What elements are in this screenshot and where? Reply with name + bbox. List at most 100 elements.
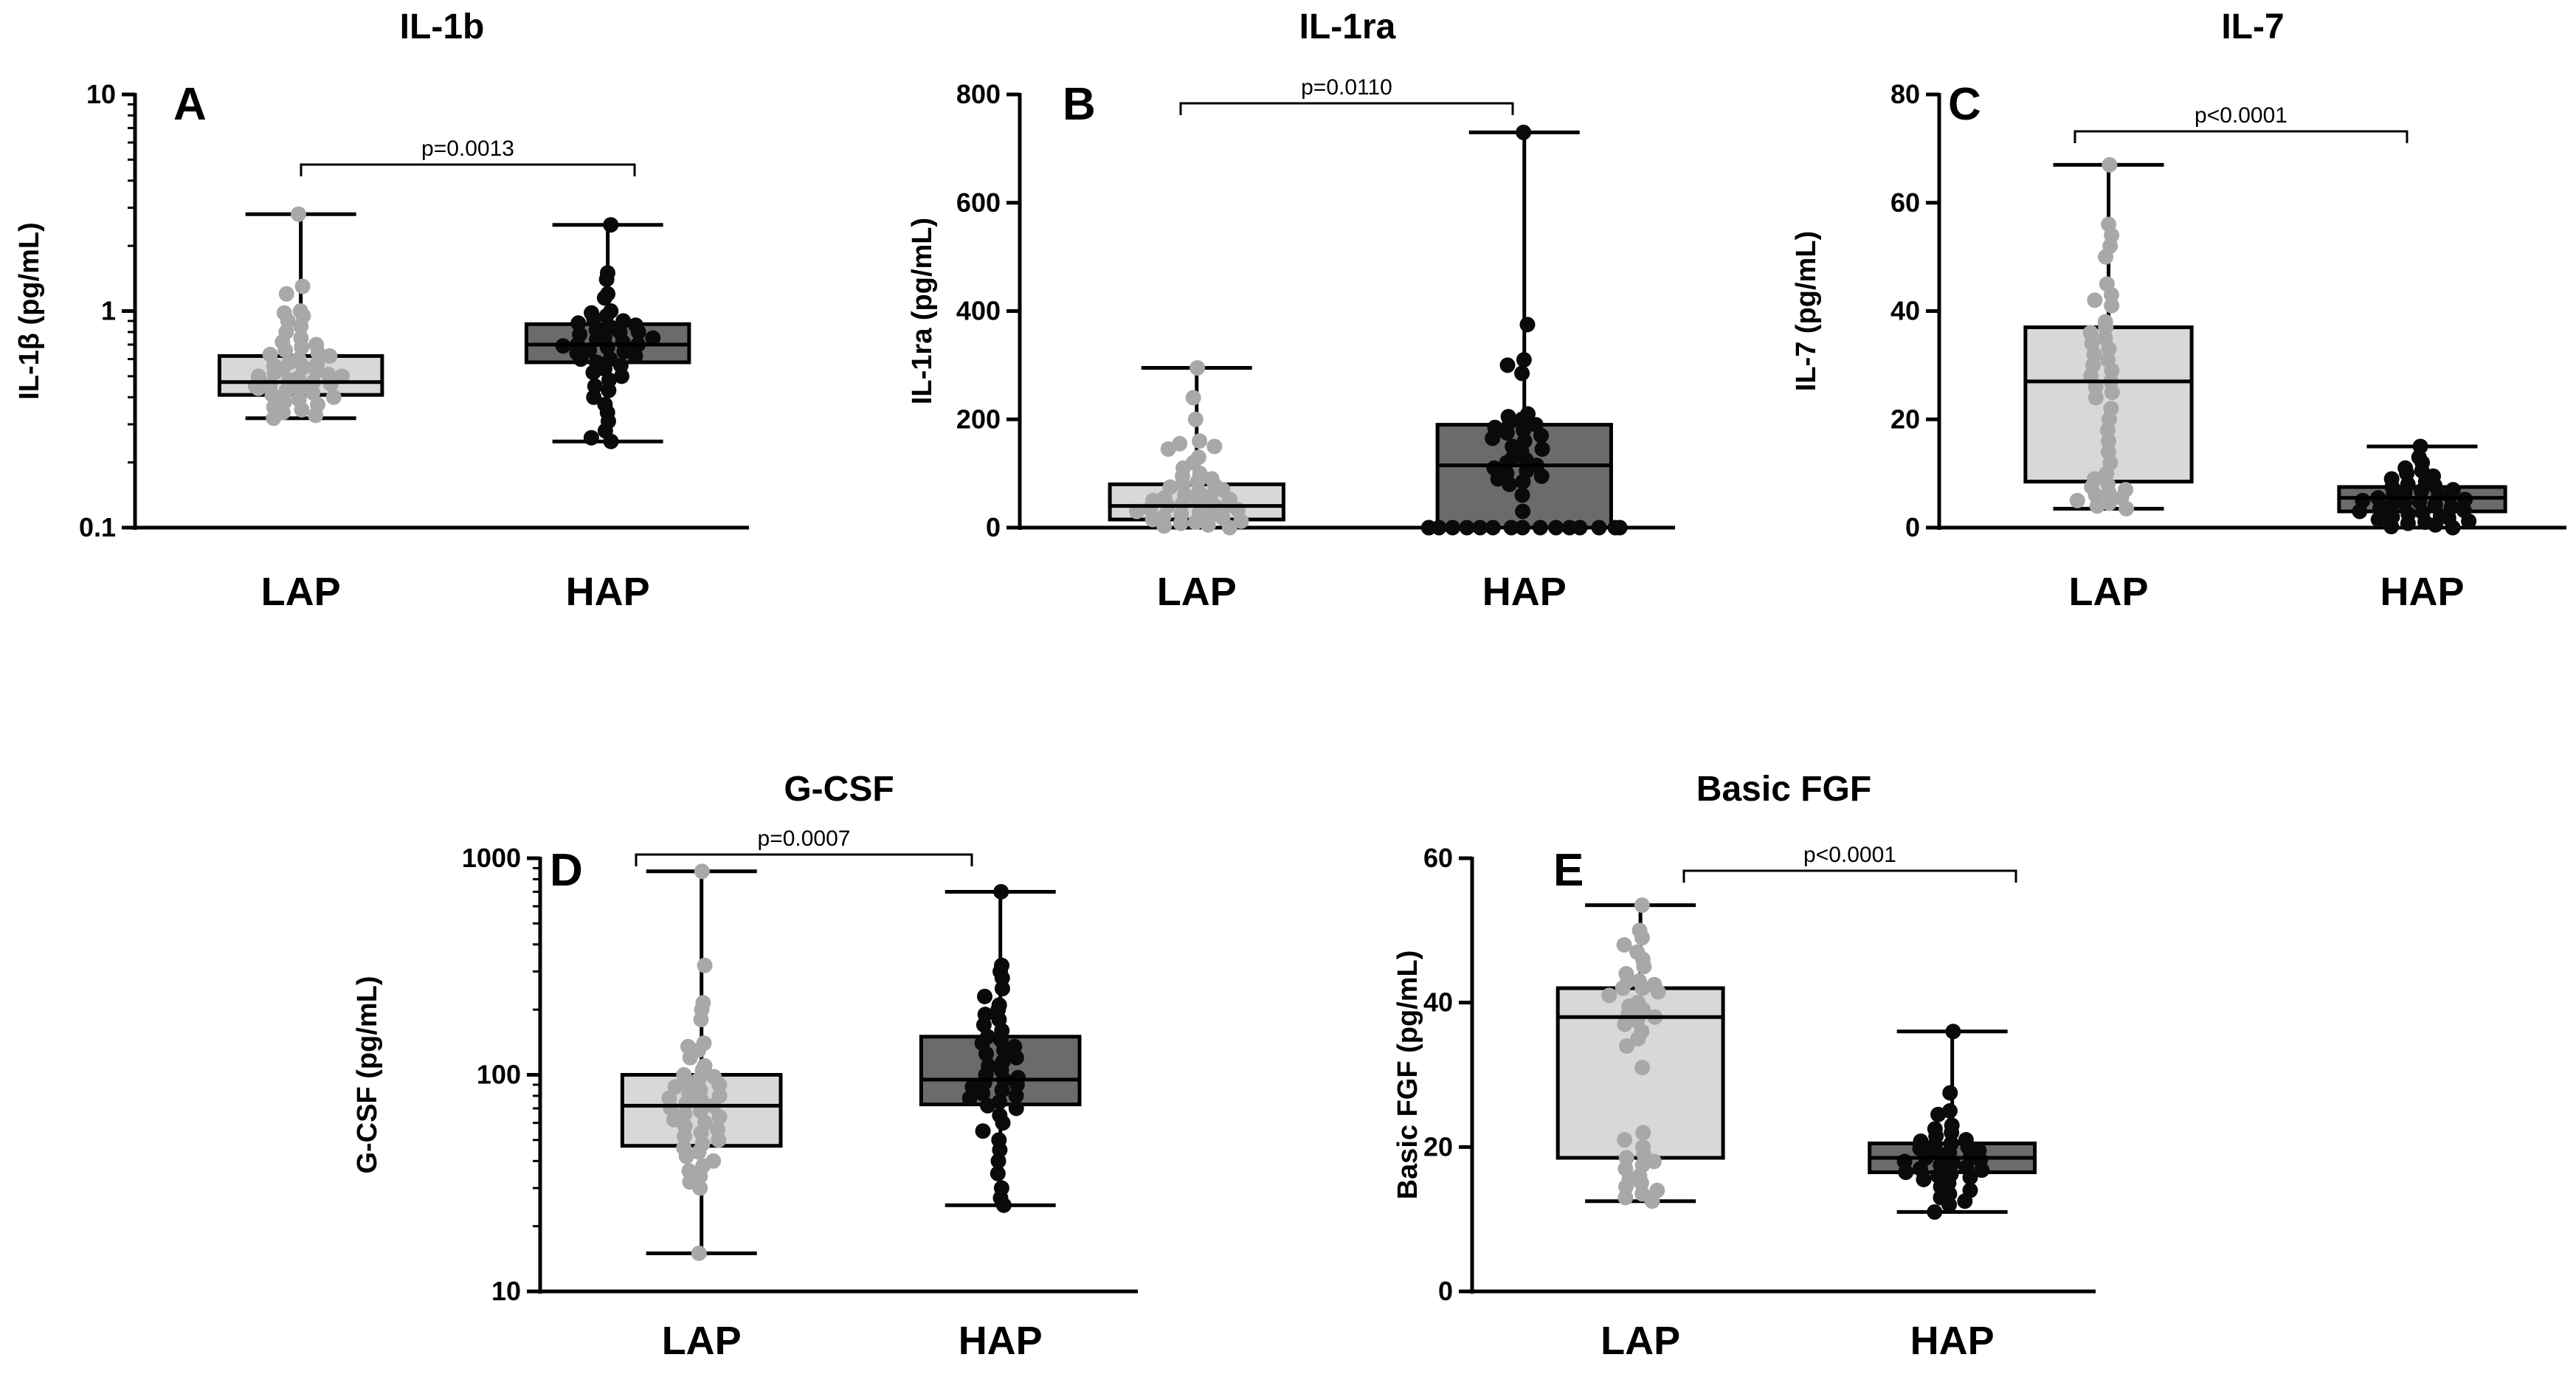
data-point	[976, 1017, 992, 1033]
panel-letter: B	[1063, 79, 1096, 130]
data-point	[1572, 520, 1588, 536]
data-point	[2087, 292, 2103, 308]
data-point	[990, 1153, 1006, 1169]
data-point	[1548, 520, 1564, 536]
group-lap	[217, 206, 384, 427]
panel-letter: D	[550, 845, 583, 896]
data-point	[994, 1082, 1010, 1098]
y-tick-label: 400	[956, 296, 1001, 326]
y-axis-label: IL-1ra (pg/mL)	[907, 218, 938, 404]
data-point	[1533, 468, 1550, 484]
data-point	[2104, 297, 2120, 314]
data-point	[2383, 519, 2400, 535]
panel-E: Basic FGF E Basic FGF (pg/mL) 0 20 40 60 LAP HAP…	[1392, 770, 2096, 1363]
group-lap	[620, 863, 783, 1261]
data-point	[613, 368, 629, 384]
data-point	[1615, 980, 1631, 996]
data-point	[293, 318, 309, 334]
data-point	[692, 1180, 708, 1196]
data-point	[583, 429, 599, 446]
data-point	[585, 365, 601, 381]
data-point	[1144, 511, 1161, 528]
data-point	[1514, 365, 1530, 382]
data-point	[693, 1012, 709, 1028]
data-point	[1515, 503, 1531, 520]
data-point	[978, 1046, 995, 1062]
data-point	[682, 1049, 698, 1066]
y-tick-label: 40	[1423, 987, 1453, 1018]
data-point	[322, 348, 338, 364]
data-point	[627, 348, 643, 364]
y-tick-label: 600	[956, 187, 1001, 218]
y-tick-label: 1	[101, 296, 116, 326]
data-point	[1008, 1100, 1024, 1117]
data-point	[264, 387, 280, 403]
data-point	[1502, 476, 1518, 492]
data-point	[1519, 317, 1536, 333]
data-point	[2370, 511, 2386, 528]
group-hap	[524, 217, 691, 449]
y-tick-label: 0	[1438, 1276, 1453, 1306]
panel-letter: E	[1553, 845, 1584, 896]
data-point	[975, 1123, 991, 1139]
data-point	[322, 376, 339, 392]
data-point	[294, 401, 310, 418]
data-point	[1962, 1169, 1978, 1185]
panel-B: IL-1ra B IL-1ra (pg/mL) 0 200 400 600 800 LAP HAP…	[907, 7, 1675, 614]
y-tick-label: 60	[1890, 187, 1920, 218]
panel-A: IL-1b A IL-1β (pg/mL) 0.1 1 10 LAP HAP p=0.0013	[14, 7, 749, 614]
data-point	[2089, 498, 2105, 514]
p-value-label: p<0.0001	[2195, 103, 2287, 128]
data-point	[1206, 438, 1223, 455]
data-point	[678, 1148, 694, 1164]
data-point	[1156, 518, 1173, 534]
data-point	[2098, 249, 2114, 265]
panel-C: IL-7 C IL-7 (pg/mL) 0 20 40 60 80 LAP HAP p<0.0001	[1791, 7, 2566, 614]
x-category-label: HAP	[566, 570, 650, 614]
data-point	[573, 351, 589, 367]
data-point	[2400, 515, 2416, 531]
group-lap	[1555, 897, 1725, 1209]
data-point	[1499, 357, 1516, 373]
data-point	[2101, 433, 2117, 449]
data-point	[308, 407, 324, 424]
data-point	[1644, 1193, 1660, 1209]
significance-bracket: p<0.0001	[2073, 103, 2408, 143]
y-axis-label: Basic FGF (pg/mL)	[1392, 950, 1423, 1200]
data-point	[991, 1094, 1007, 1110]
data-point	[1617, 1016, 1633, 1032]
y-tick-label: 60	[1423, 843, 1453, 873]
data-point	[1485, 430, 1501, 446]
data-point	[667, 1079, 683, 1095]
y-axis-label: IL-7 (pg/mL)	[1791, 231, 1822, 391]
panel-D: G-CSF D G-CSF (pg/mL) 10 100 1000 LAP HAP p=0.00…	[352, 770, 1138, 1363]
data-point	[1634, 930, 1650, 946]
data-point	[980, 1097, 996, 1114]
data-point	[601, 382, 617, 398]
x-category-label: LAP	[1157, 570, 1237, 614]
data-point	[1930, 1106, 1947, 1122]
y-tick-label: 0.1	[79, 512, 116, 542]
data-point	[1008, 1088, 1024, 1104]
data-point	[1516, 124, 1532, 140]
data-point	[1941, 1102, 1958, 1119]
data-point	[995, 1197, 1012, 1213]
data-point	[2069, 492, 2085, 508]
data-point	[975, 1086, 991, 1102]
significance-bracket: p=0.0007	[635, 826, 973, 866]
data-point	[1516, 352, 1532, 368]
data-point	[1503, 520, 1519, 536]
panel-letter: A	[173, 79, 207, 130]
data-point	[1617, 1190, 1634, 1206]
data-point	[290, 206, 306, 222]
data-point	[2352, 503, 2368, 520]
bracket-line	[300, 163, 636, 176]
data-point	[1612, 520, 1628, 536]
data-point	[1898, 1164, 1914, 1181]
data-point	[1634, 897, 1650, 914]
group-lap	[2023, 156, 2194, 517]
data-point	[1533, 427, 1550, 444]
data-point	[1173, 515, 1189, 531]
y-tick-label: 40	[1890, 296, 1920, 326]
